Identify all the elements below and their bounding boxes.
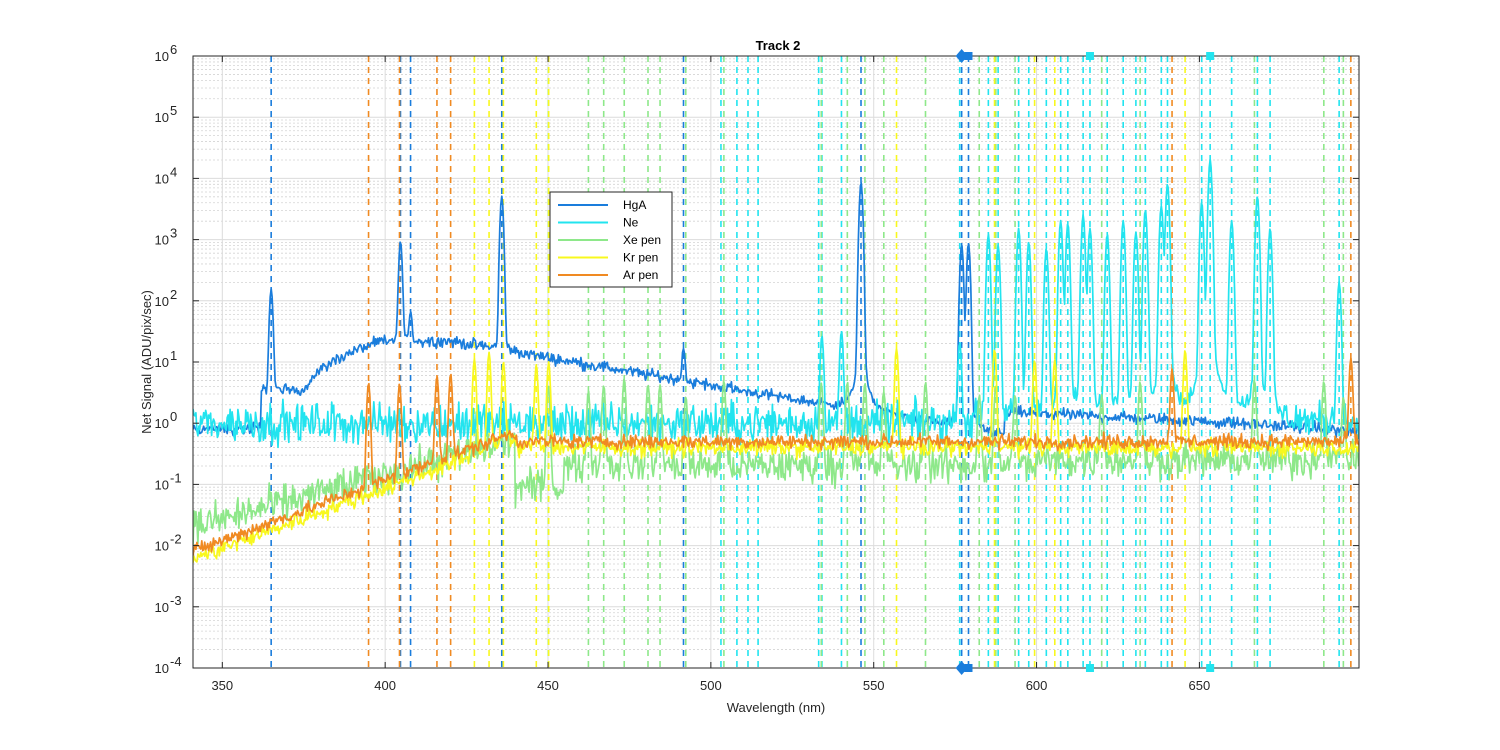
- y-tick-label: 10: [155, 661, 169, 676]
- y-tick-exponent: -3: [170, 593, 182, 608]
- series-line-hga: [193, 182, 1359, 438]
- marker-square: [1085, 52, 1094, 60]
- y-tick-exponent: -1: [170, 470, 182, 485]
- y-axis-label: Net Signal (ADU/pix/sec): [139, 290, 154, 434]
- legend-label: Xe pen: [623, 233, 661, 247]
- y-tick-label: 10: [155, 49, 169, 64]
- x-tick-label: 450: [537, 678, 559, 693]
- series-lines: [193, 158, 1359, 563]
- y-tick-label: 10: [155, 539, 169, 554]
- y-tick-label: 10: [155, 294, 169, 309]
- y-tick-exponent: 1: [170, 348, 177, 363]
- x-axis-label: Wavelength (nm): [727, 700, 826, 715]
- x-tick-label: 350: [211, 678, 233, 693]
- y-tick-exponent: -4: [170, 654, 182, 669]
- legend-label: Kr pen: [623, 251, 658, 265]
- x-tick-label: 400: [374, 678, 396, 693]
- marker-square: [1085, 664, 1094, 672]
- y-tick-label: 10: [155, 110, 169, 125]
- x-tick-label: 500: [700, 678, 722, 693]
- y-tick-exponent: 0: [170, 409, 177, 424]
- y-tick-label: 10: [155, 600, 169, 615]
- line-markers: [955, 49, 1215, 675]
- series-line-ne: [193, 158, 1359, 449]
- y-tick-exponent: 5: [170, 103, 177, 118]
- marker-square: [1206, 52, 1215, 60]
- series-line-kr-pen: [193, 347, 1359, 563]
- y-tick-exponent: 3: [170, 226, 177, 241]
- y-tick-exponent: 4: [170, 164, 177, 179]
- legend-label: HgA: [623, 198, 646, 212]
- marker-square: [964, 664, 973, 672]
- y-tick-exponent: 2: [170, 287, 177, 302]
- legend-label: Ne: [623, 216, 639, 230]
- x-tick-label: 550: [863, 678, 885, 693]
- y-tick-label: 10: [155, 171, 169, 186]
- legend[interactable]: HgA Ne Xe pen Kr pen Ar pen: [549, 191, 673, 288]
- y-tick-exponent: -2: [170, 532, 182, 547]
- y-tick-label: 10: [155, 233, 169, 248]
- x-tick-label: 650: [1189, 678, 1211, 693]
- y-tick-label: 10: [155, 355, 169, 370]
- y-tick-label: 10: [155, 416, 169, 431]
- series-line-ar-pen: [193, 357, 1359, 556]
- marker-square: [964, 52, 973, 60]
- marker-square: [1206, 664, 1215, 672]
- legend-label: Ar pen: [623, 268, 658, 282]
- y-tick-label: 10: [155, 477, 169, 492]
- reference-lines: [270, 56, 1352, 668]
- y-tick-exponent: 6: [170, 42, 177, 57]
- x-tick-label: 600: [1026, 678, 1048, 693]
- chart-title: Track 2: [756, 38, 801, 53]
